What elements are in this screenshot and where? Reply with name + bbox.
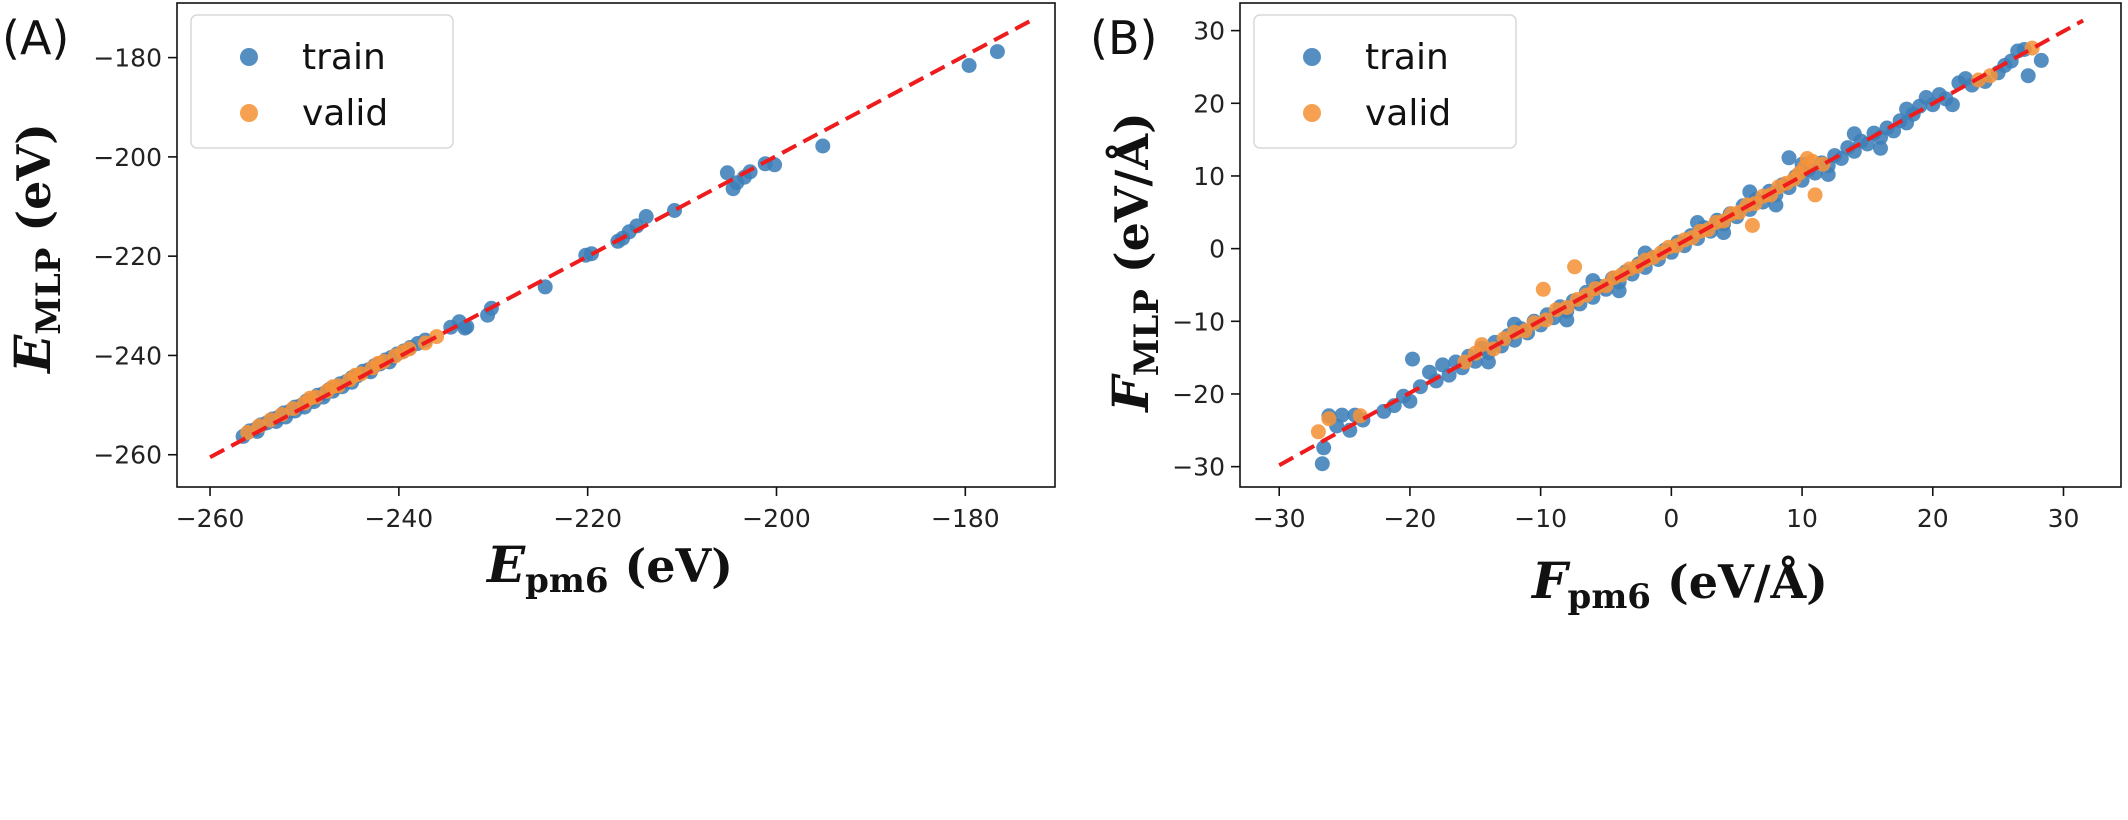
panel-b-point-valid [1807, 187, 1823, 203]
panel-b-point-valid [1321, 411, 1337, 427]
panel-b: (B) −30 −20 −10 0 10 20 30 −30 −20 −10 0 10 20 30 trai… [1090, 2, 2122, 617]
panel-a-x-tick-label: −220 [553, 504, 622, 533]
panel-b-y-tick-label: −10 [1172, 307, 1225, 336]
panel-b-plot-area: −30 −20 −10 0 10 20 30 −30 −20 −10 0 10 20 30 train val… [1101, 2, 2122, 617]
panel-b-point-valid [1982, 68, 1998, 84]
panel-b-y-tick-label: 10 [1193, 162, 1225, 191]
panel-a-point-train [719, 165, 735, 181]
panel-a-point-train [459, 319, 475, 335]
panel-a-legend-label-valid: valid [302, 93, 388, 134]
panel-b-legend-marker-train [1303, 48, 1321, 66]
panel-a-point-valid [429, 329, 445, 345]
panel-b-x-tick-label: 0 [1663, 504, 1679, 533]
panel-b-y-axis-title: FMLP (eV/Å) [1101, 112, 1167, 414]
panel-b-point-train [1316, 440, 1332, 456]
panel-b-point-train [1480, 354, 1496, 370]
panel-b-point-train [1314, 456, 1330, 472]
panel-a-point-train [989, 44, 1005, 60]
panel-b-point-valid [1815, 156, 1831, 172]
panel-a-y-tick-label: −260 [93, 441, 162, 470]
panel-b-point-valid [1474, 337, 1490, 353]
panel-b-y-tick-label: −20 [1172, 380, 1225, 409]
panel-b-point-valid [1567, 259, 1583, 275]
panel-b-y-tick-label: −30 [1172, 453, 1225, 482]
panel-a-reference-line [209, 18, 1033, 459]
panel-b-point-train [1402, 393, 1418, 409]
panel-a-data-layer [209, 18, 1033, 459]
panel-a-point-train [961, 58, 977, 73]
panel-b-x-tick-label: 20 [1917, 504, 1949, 533]
panel-a-point-train [815, 138, 831, 154]
panel-b-point-train [1781, 150, 1797, 166]
panel-b-x-tick-label: −20 [1384, 504, 1437, 533]
panel-b-point-train [2020, 68, 2036, 84]
panel-b-x-tick-label: −30 [1253, 504, 1306, 533]
panel-a: (A) −260 −240 −220 −200 −180 −260 −240 −220 −200… [2, 2, 1056, 601]
panel-a-axes-frame [176, 2, 1056, 488]
panel-b-data-layer [1278, 18, 2085, 472]
panel-a-label: (A) [2, 11, 69, 65]
panel-b-x-tick-label: −10 [1514, 504, 1567, 533]
panel-b-point-train [1899, 101, 1915, 117]
panel-a-y-axis-title: EMLP (eV) [3, 123, 69, 375]
panel-b-point-train [1944, 97, 1960, 113]
panel-b-legend-label-train: train [1365, 37, 1449, 78]
panel-b-y-tick-label: 0 [1209, 235, 1225, 264]
panel-a-y-tick-label: −180 [93, 44, 162, 73]
panel-b-x-tick-label: 30 [2048, 504, 2080, 533]
panel-b-point-train [1334, 407, 1350, 423]
panel-b-legend-label-valid: valid [1365, 93, 1451, 134]
panel-b-point-valid [1744, 217, 1760, 233]
panel-b-point-train [1846, 126, 1862, 142]
panel-a-y-tick-label: −240 [93, 341, 162, 370]
panel-a-series-valid [240, 329, 445, 440]
panel-a-legend-marker-valid [240, 104, 258, 122]
panel-b-reference-line [1278, 18, 2085, 467]
panel-b-legend: train valid [1253, 14, 1517, 149]
panel-a-x-tick-label: −240 [365, 504, 434, 533]
panel-b-y-tick-label: 30 [1193, 17, 1225, 46]
panel-b-y-tick-label: 20 [1193, 89, 1225, 118]
panel-b-x-axis-title: Fpm6 (eV/Å) [1530, 551, 1828, 617]
panel-a-legend: train valid [190, 14, 454, 149]
panel-a-legend-label-train: train [302, 37, 386, 78]
panel-a-x-axis-title: Epm6 (eV) [485, 535, 733, 601]
panel-b-point-train [1859, 136, 1875, 152]
panel-b-point-train [1716, 225, 1732, 241]
panel-b-point-train [1873, 140, 1888, 156]
panel-a-point-train [638, 209, 654, 224]
panel-b-label: (B) [1090, 11, 1157, 65]
panel-a-point-valid [302, 390, 318, 406]
panel-b-legend-marker-valid [1303, 104, 1321, 122]
panel-b-point-train [1405, 351, 1420, 367]
panel-b-point-train [1559, 312, 1575, 328]
panel-a-legend-marker-train [240, 48, 258, 66]
panel-a-x-tick-label: −180 [931, 504, 1000, 533]
panel-b-point-train [2033, 52, 2049, 68]
panel-b-point-valid [1535, 281, 1551, 297]
panel-a-plot-area: −260 −240 −220 −200 −180 −260 −240 −220 −200 −180… [3, 2, 1056, 601]
panel-b-x-tick-label: 10 [1786, 504, 1818, 533]
panel-a-x-tick-label: −260 [176, 504, 245, 533]
panel-b-axes-frame [1239, 2, 2122, 488]
panel-a-y-tick-label: −220 [93, 242, 162, 271]
panel-a-point-valid [325, 379, 341, 395]
panel-b-point-train [1611, 283, 1627, 299]
panel-b-point-valid [1310, 424, 1326, 440]
panel-a-y-tick-label: −200 [93, 143, 162, 172]
panel-a-point-valid [240, 424, 256, 440]
panel-b-point-train [1742, 184, 1758, 200]
panel-a-x-tick-label: −200 [742, 504, 811, 533]
